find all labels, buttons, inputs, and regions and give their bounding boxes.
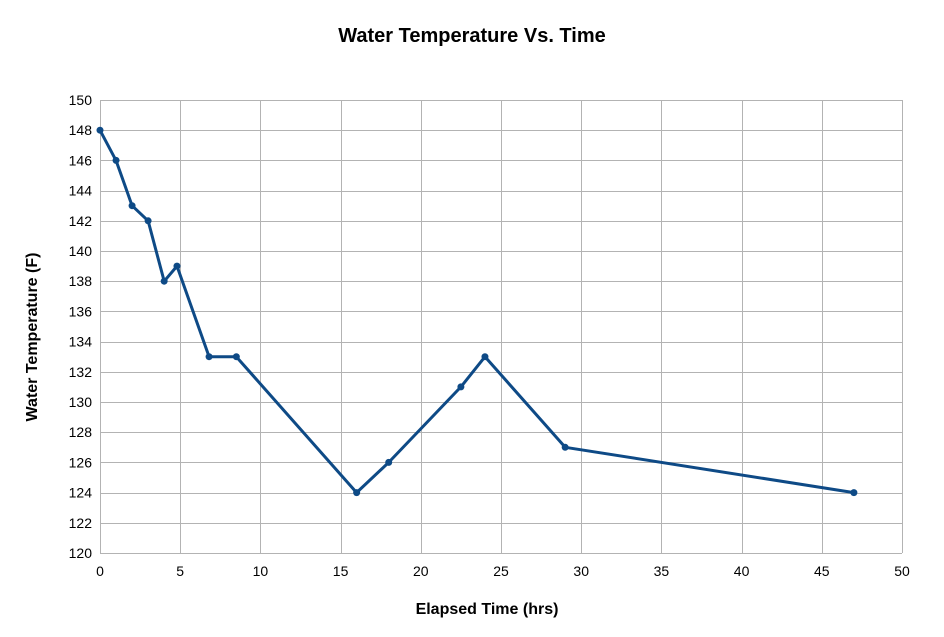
data-point — [232, 353, 240, 361]
x-tick-label: 5 — [176, 563, 184, 579]
x-tick-label: 50 — [894, 563, 910, 579]
x-tick-label: 20 — [413, 563, 429, 579]
y-tick-label: 150 — [69, 92, 93, 108]
data-point — [353, 489, 361, 497]
data-point — [481, 353, 489, 361]
y-tick-label: 126 — [69, 454, 93, 470]
y-tick-label: 144 — [69, 183, 93, 199]
y-tick-label: 136 — [69, 303, 93, 319]
x-tick-label: 35 — [654, 563, 670, 579]
y-axis-ticks: 120 122 124 126 128 130 132 134 136 138 140 142 144 1… — [69, 92, 93, 561]
y-tick-label: 142 — [69, 213, 93, 229]
x-axis-ticks: 0 5 10 15 20 25 30 35 40 45 50 — [96, 563, 910, 579]
data-point — [112, 156, 120, 164]
x-tick-label: 45 — [814, 563, 830, 579]
x-tick-label: 15 — [333, 563, 349, 579]
data-point — [205, 353, 213, 361]
data-point — [457, 383, 465, 391]
y-tick-label: 146 — [69, 152, 93, 168]
y-tick-label: 148 — [69, 122, 93, 138]
y-tick-label: 140 — [69, 243, 93, 259]
y-tick-label: 122 — [69, 515, 93, 531]
y-tick-label: 132 — [69, 364, 93, 380]
y-tick-label: 130 — [69, 394, 93, 410]
x-tick-label: 25 — [493, 563, 509, 579]
data-point — [561, 443, 569, 451]
y-axis-label: Water Temperature (F) — [24, 253, 41, 422]
data-point — [128, 202, 136, 210]
series-group — [96, 126, 858, 497]
data-point — [144, 217, 152, 225]
x-tick-label: 40 — [734, 563, 750, 579]
y-tick-label: 120 — [69, 545, 93, 561]
data-point — [385, 458, 393, 466]
y-tick-label: 134 — [69, 334, 93, 350]
data-point — [96, 126, 104, 134]
y-tick-label: 124 — [69, 485, 93, 501]
x-tick-label: 30 — [573, 563, 589, 579]
y-tick-label: 138 — [69, 273, 93, 289]
data-point — [850, 489, 858, 497]
chart-title: Water Temperature Vs. Time — [338, 25, 606, 47]
data-point — [173, 262, 181, 270]
y-tick-label: 128 — [69, 424, 93, 440]
data-point — [160, 277, 168, 285]
x-axis-label: Elapsed Time (hrs) — [416, 601, 559, 618]
x-tick-label: 0 — [96, 563, 104, 579]
grid — [100, 100, 903, 554]
series-line — [98, 128, 856, 495]
x-tick-label: 10 — [253, 563, 269, 579]
